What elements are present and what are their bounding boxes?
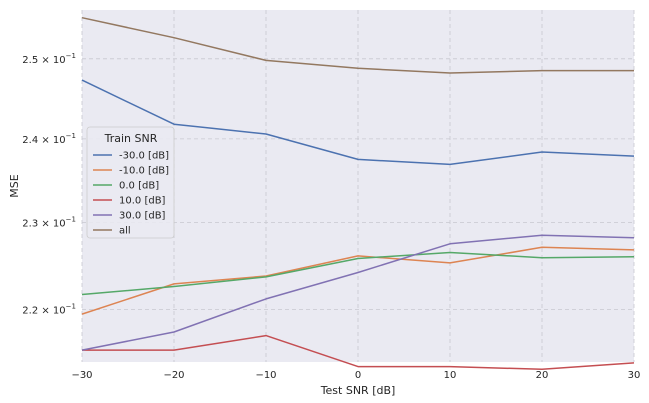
series-line [82,334,635,371]
x-tick-label: 30 [628,370,641,381]
y-tick-label: 2.5 × 10−1 [22,52,76,66]
x-tick-label: 10 [444,370,457,381]
series-line [81,79,635,166]
legend-label: 30.0 [dB] [119,211,166,222]
legend-label: all [119,226,131,237]
legend-title: Train SNR [104,132,158,145]
x-axis-ticks: −30 −20 −10 0 10 20 30 [71,370,640,381]
y-axis-label: MSE [8,174,21,197]
x-axis-label: Test SNR [dB] [320,384,396,397]
legend: Train SNR -30.0 [dB] -10.0 [dB] 0.0 [dB] 10… [86,126,175,239]
legend-label: 0.0 [dB] [119,181,159,192]
x-tick-label: −10 [255,370,276,381]
y-axis-ticks: 2.2 × 10−1 2.3 × 10−1 2.4 × 10−1 2.5 × 10−1 [22,52,76,317]
x-tick-label: 0 [355,370,361,381]
legend-label: -10.0 [dB] [119,166,169,177]
series-line [81,16,634,74]
series-line [81,251,635,296]
y-tick-label: 2.4 × 10−1 [22,132,76,146]
x-tick-label: −30 [71,370,92,381]
y-tick-label: 2.2 × 10−1 [22,303,76,317]
legend-label: -30.0 [dB] [119,151,169,162]
x-tick-label: 20 [536,370,549,381]
series-line [81,246,635,315]
series-lines [81,16,635,371]
y-tick-label: 2.3 × 10−1 [22,215,76,229]
x-tick-label: −20 [163,370,184,381]
legend-label: 10.0 [dB] [119,196,166,207]
series-line [81,234,635,351]
